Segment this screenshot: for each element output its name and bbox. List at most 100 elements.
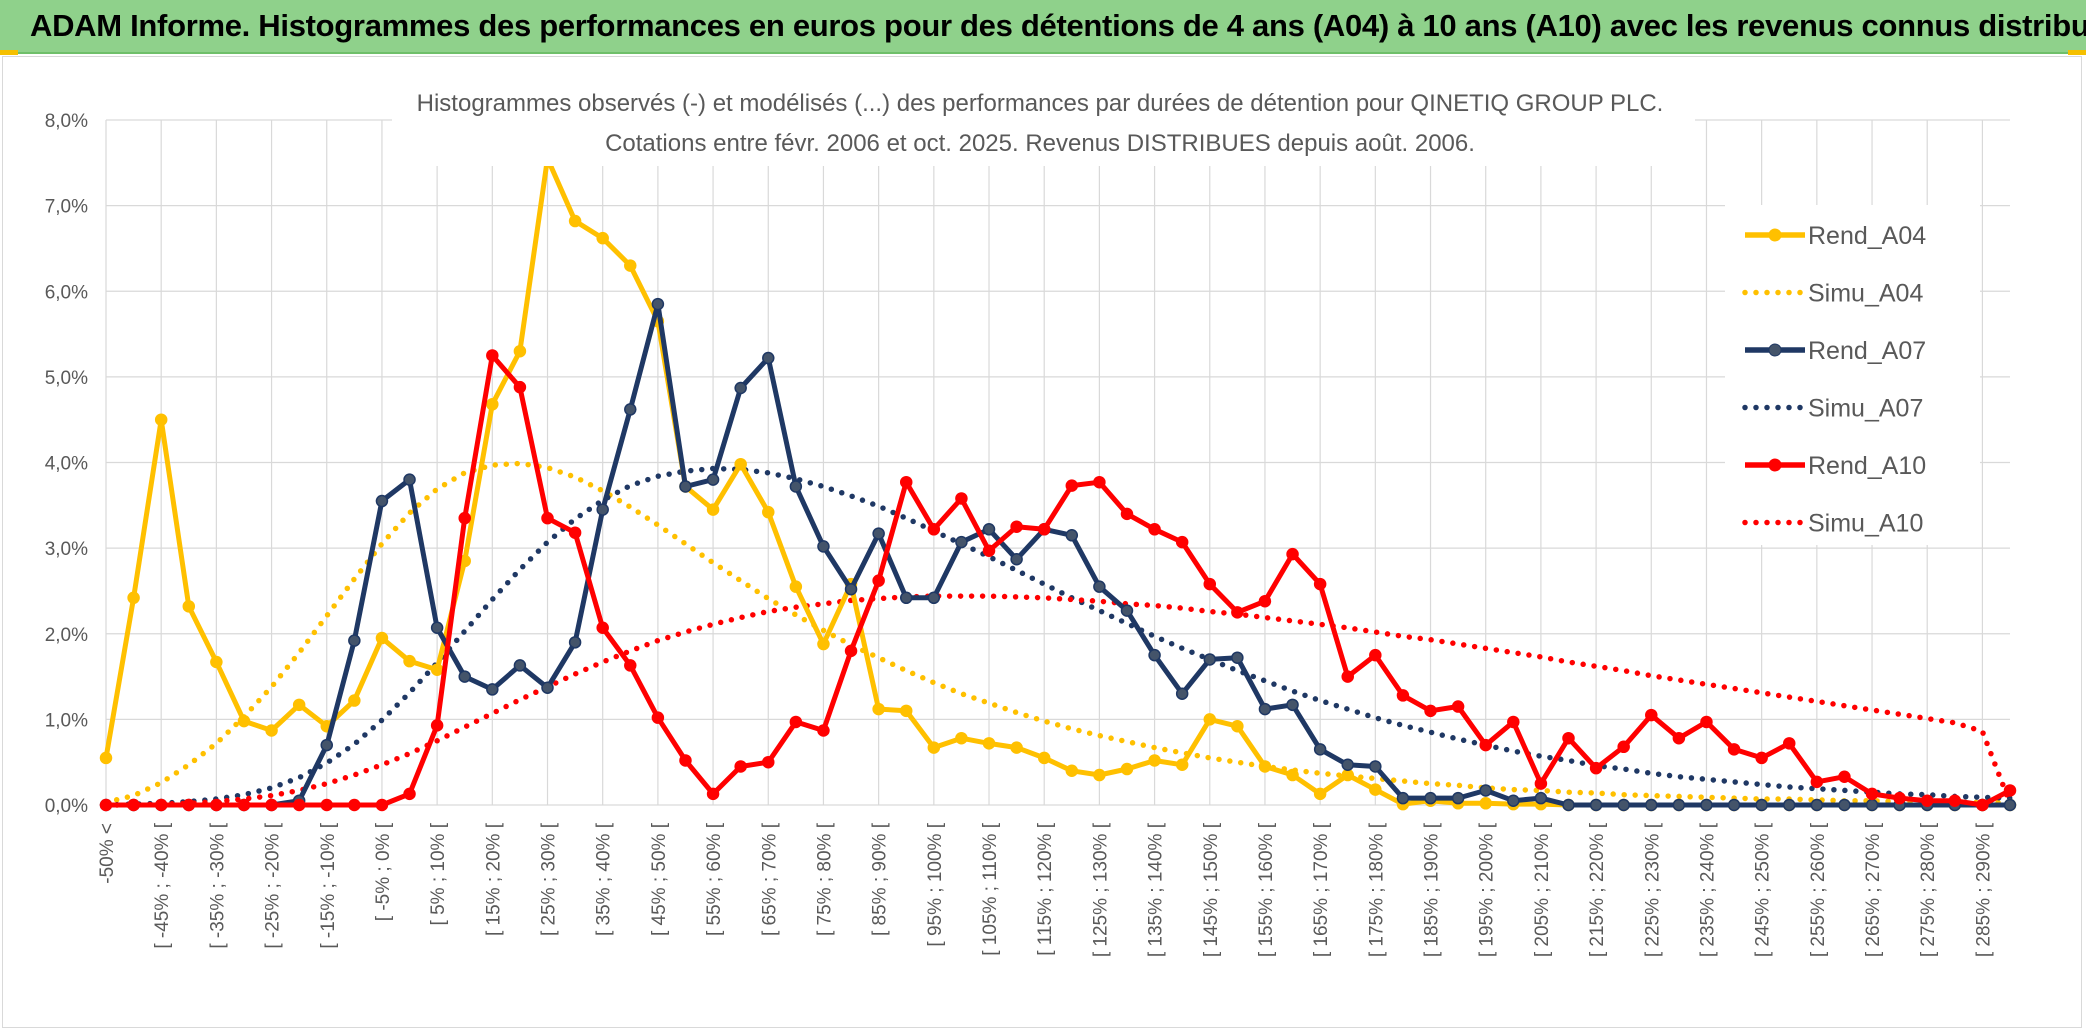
data-point [1286, 547, 1299, 561]
data-point [955, 731, 968, 745]
data-point [624, 403, 637, 416]
legend-marker [1768, 228, 1782, 242]
data-point [955, 535, 968, 549]
data-point [99, 798, 113, 812]
data-point [1313, 743, 1327, 756]
data-point [789, 480, 803, 493]
data-point [1231, 719, 1244, 733]
data-point [1203, 713, 1217, 726]
x-tick-label: [ 235% ; 240% [ [1697, 822, 1718, 957]
data-point [486, 683, 499, 696]
chart-series [99, 152, 2017, 812]
x-tick-label: -50% < [97, 823, 118, 884]
data-point [99, 751, 113, 765]
data-point [1645, 708, 1658, 722]
y-tick-label: 3,0% [45, 539, 88, 560]
data-point [1093, 768, 1106, 782]
series-simu_a04 [103, 460, 2013, 806]
x-tick-label: [ 175% ; 180% [ [1366, 822, 1387, 957]
data-point [1010, 741, 1023, 754]
data-point [706, 503, 720, 516]
data-point [513, 659, 527, 672]
data-point [1341, 768, 1354, 782]
data-point [265, 724, 278, 737]
data-point [1231, 606, 1244, 619]
data-point [982, 544, 996, 557]
data-point [1093, 580, 1106, 593]
data-point [1451, 791, 1465, 805]
data-point [679, 480, 692, 493]
data-point [1065, 764, 1079, 777]
legend-item-simu_a10: Simu_A10 [1742, 510, 1923, 538]
x-tick-label: [ 185% ; 190% [ [1422, 822, 1443, 957]
data-point [1258, 594, 1272, 608]
data-point [2003, 784, 2017, 797]
data-point [1589, 761, 1603, 775]
x-tick-label: [ 165% ; 170% [ [1311, 822, 1332, 957]
data-point [154, 413, 168, 426]
data-point [375, 494, 389, 508]
data-point [375, 798, 389, 812]
data-point [817, 724, 830, 737]
legend-label: Rend_A07 [1808, 337, 1926, 365]
data-point [1755, 751, 1768, 765]
data-point [458, 670, 471, 683]
title-background [392, 80, 1695, 166]
x-tick-label: [ 275% ; 280% [ [1918, 822, 1939, 957]
data-point [1396, 791, 1410, 805]
data-point [1231, 651, 1244, 664]
chart-subtitle: Cotations entre févr. 2006 et oct. 2025.… [605, 130, 1475, 157]
legend-marker [1768, 343, 1782, 357]
x-tick-label: [ 25% ; 30% [ [539, 822, 560, 936]
data-point [375, 631, 389, 645]
chart-gridlines [105, 119, 2010, 806]
data-point [872, 574, 885, 587]
data-point [1175, 535, 1189, 549]
chart-frame [2, 56, 2082, 1028]
data-point [1313, 577, 1327, 591]
data-point [1037, 523, 1051, 536]
data-point [458, 511, 471, 525]
x-tick-label: [ 115% ; 120% [ [1035, 822, 1056, 955]
x-tick-label: [ 215% ; 220% [ [1587, 822, 1608, 957]
data-point [541, 511, 554, 525]
data-point [127, 798, 140, 812]
data-point [292, 698, 306, 712]
report-title: ADAM Informe. Histogrammes des performan… [30, 8, 2086, 43]
x-tick-label: [ 135% ; 140% [ [1146, 822, 1167, 957]
data-point [844, 644, 858, 658]
data-point [624, 259, 637, 272]
data-point [706, 473, 720, 486]
chart-title: Histogrammes observés (-) et modélisés (… [417, 90, 1664, 117]
data-point [1396, 689, 1410, 702]
data-point [1534, 791, 1548, 805]
data-point [1065, 479, 1079, 492]
x-tick-label: [ 85% ; 90% [ [870, 822, 891, 936]
data-point [1782, 737, 1796, 750]
data-point [899, 704, 913, 718]
data-point [1258, 702, 1272, 716]
data-point [762, 755, 775, 769]
series-simu_a10 [103, 593, 2013, 808]
y-axis-tick-labels: 0,0% 1,0% 2,0% 3,0% 4,0% 5,0% 6,0% 7,0% 8,0% [45, 111, 88, 817]
x-tick-label: [ 265% ; 270% [ [1863, 822, 1884, 957]
x-tick-label: [ 285% ; 290% [ [1973, 822, 1994, 957]
data-point [1810, 775, 1824, 789]
data-point [1562, 798, 1575, 812]
data-point [982, 737, 996, 750]
data-point [596, 503, 609, 516]
data-point [817, 637, 830, 651]
legend-label: Simu_A10 [1808, 510, 1923, 538]
data-point [1148, 523, 1161, 536]
data-point [568, 526, 582, 539]
data-point [844, 582, 858, 596]
data-point [1589, 798, 1603, 812]
data-point [430, 621, 444, 635]
x-tick-label: [ 95% ; 100% [ [925, 822, 946, 946]
legend-item-rend_a04: Rend_A04 [1745, 222, 1926, 250]
data-point [1948, 794, 1962, 807]
x-tick-label: [ 125% ; 130% [ [1090, 822, 1111, 957]
data-point [403, 654, 416, 668]
y-tick-label: 2,0% [45, 625, 88, 646]
